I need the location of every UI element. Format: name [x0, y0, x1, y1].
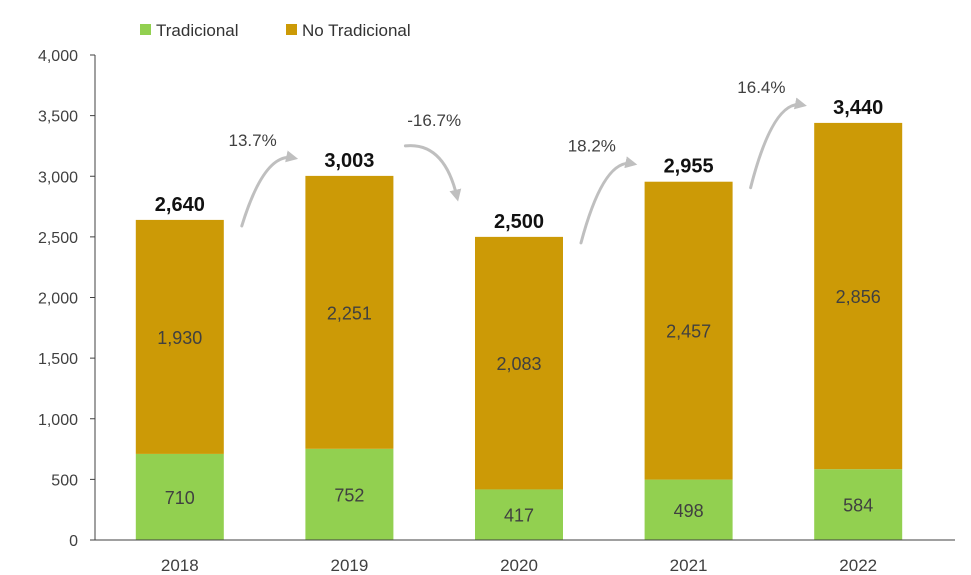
bar-tradicional — [305, 448, 394, 540]
y-tick-label: 0 — [69, 533, 78, 550]
bar-no-tradicional — [814, 122, 903, 470]
x-tick-label: 2020 — [500, 556, 538, 575]
bar-tradicional — [814, 469, 903, 540]
growth-arrow — [403, 144, 462, 202]
bar-no-tradicional — [305, 175, 394, 449]
bar-no-tradicional — [644, 181, 733, 480]
total-label: 2,955 — [664, 156, 714, 178]
growth-arrows: 13.7% -16.7% 18.2% 16.4% — [228, 78, 807, 245]
legend-label-no-tradicional: No Tradicional — [302, 21, 411, 40]
total-label: 3,003 — [324, 150, 374, 172]
bar-no-tradicional — [475, 236, 563, 490]
total-label: 2,500 — [494, 211, 544, 233]
label-tradicional: 584 — [843, 496, 873, 516]
x-tick-label: 2019 — [330, 556, 368, 575]
x-tick-label: 2018 — [161, 556, 199, 575]
label-no-tradicional: 1,930 — [157, 328, 202, 348]
bar-tradicional — [475, 489, 563, 540]
y-tick-label: 1,500 — [38, 351, 78, 368]
y-tick-label: 2,500 — [38, 230, 78, 247]
legend: Tradicional No Tradicional — [140, 21, 411, 40]
label-no-tradicional: 2,083 — [496, 354, 541, 374]
label-no-tradicional: 2,457 — [666, 322, 711, 342]
label-tradicional: 417 — [504, 506, 534, 526]
bar-tradicional — [644, 479, 733, 540]
total-label: 2,640 — [155, 194, 205, 216]
growth-arrow — [749, 97, 807, 190]
growth-label: -16.7% — [407, 111, 461, 130]
legend-label-tradicional: Tradicional — [156, 21, 239, 40]
label-tradicional: 498 — [674, 501, 704, 521]
y-tick-label: 1,000 — [38, 412, 78, 429]
label-no-tradicional: 2,856 — [836, 287, 881, 307]
total-label: 3,440 — [833, 97, 883, 119]
label-tradicional: 752 — [334, 485, 364, 505]
y-tick-label: 4,000 — [38, 48, 78, 65]
data-labels: 710 1,930 2,640 752 2,251 3,003 417 2,083 2,500 4… — [155, 97, 883, 526]
x-tick-label: 2022 — [839, 556, 877, 575]
growth-arrow — [579, 156, 638, 245]
y-tick-label: 3,000 — [38, 169, 78, 186]
y-tick-label: 2,000 — [38, 291, 78, 308]
legend-swatch-no-tradicional — [286, 24, 297, 35]
growth-label: 18.2% — [568, 137, 616, 156]
x-tick-label: 2021 — [670, 556, 708, 575]
bars — [135, 122, 903, 540]
y-tick-label: 500 — [51, 472, 78, 489]
y-tick-label: 3,500 — [38, 109, 78, 126]
growth-label: 13.7% — [228, 131, 276, 150]
bar-tradicional — [135, 453, 224, 540]
label-tradicional: 710 — [165, 488, 195, 508]
legend-swatch-tradicional — [140, 24, 151, 35]
x-axis: 2018 2019 2020 2021 2022 — [95, 539, 955, 575]
label-no-tradicional: 2,251 — [327, 303, 372, 323]
bar-no-tradicional — [135, 219, 224, 454]
y-axis: 0 500 1,000 1,500 2,000 2,500 3,000 3,500 4,000 — [38, 48, 96, 550]
growth-label: 16.4% — [737, 78, 785, 97]
growth-arrow — [240, 150, 299, 228]
